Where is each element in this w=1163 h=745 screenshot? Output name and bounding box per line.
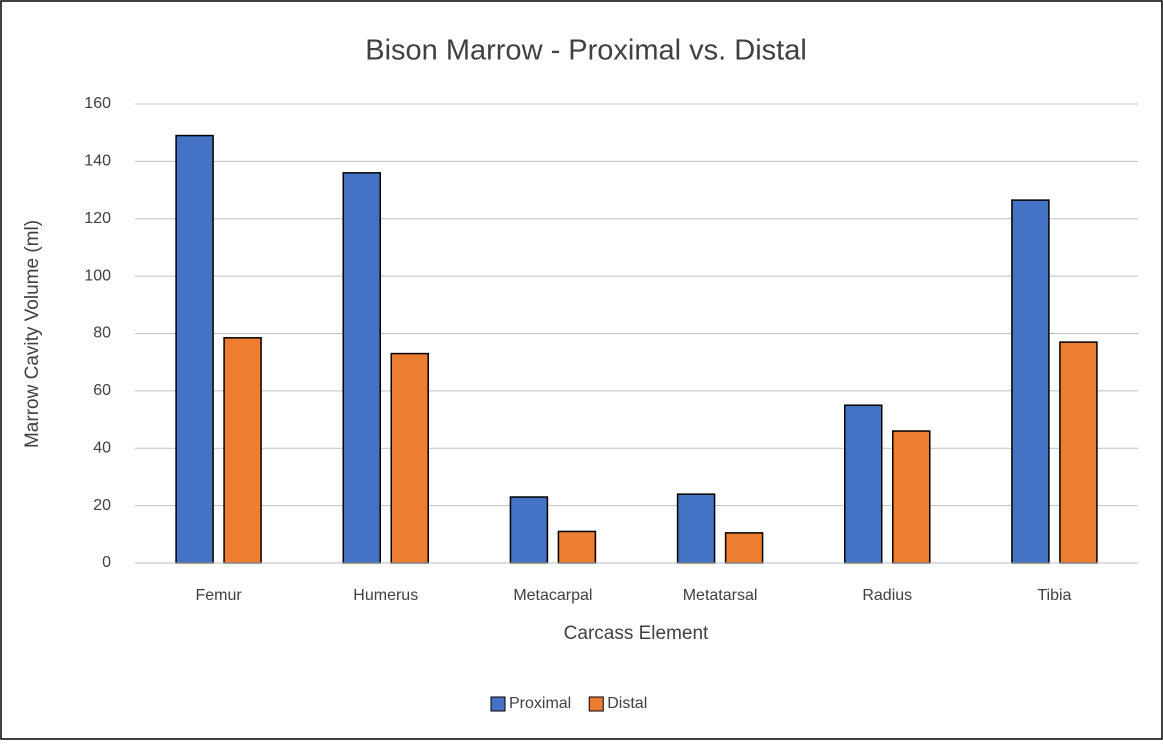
y-tick-label: 80	[93, 325, 111, 342]
x-tick-label: Tibia	[1037, 587, 1071, 604]
y-tick-label: 100	[84, 267, 111, 284]
bar	[557, 530, 597, 564]
bar	[1011, 199, 1050, 564]
y-tick-label: 140	[84, 153, 111, 170]
x-tick-label: Metatarsal	[683, 587, 758, 604]
y-tick-label: 40	[93, 439, 111, 456]
bar	[175, 134, 214, 564]
y-tick-label: 20	[93, 497, 111, 514]
legend-label: Distal	[607, 695, 647, 712]
bar	[390, 352, 429, 564]
bar	[892, 430, 931, 564]
y-tick-label: 160	[84, 95, 111, 112]
bar	[509, 496, 549, 564]
bar	[676, 493, 716, 564]
chart-title: Bison Marrow - Proximal vs. Distal	[365, 35, 807, 67]
y-tick-label: 0	[102, 554, 111, 571]
y-axis-title: Marrow Cavity Volume (ml)	[22, 220, 43, 448]
x-axis-title: Carcass Element	[564, 623, 709, 644]
y-tick-label: 60	[93, 382, 111, 399]
x-tick-label: Metacarpal	[513, 587, 592, 604]
legend-label: Proximal	[509, 695, 571, 712]
x-tick-label: Radius	[862, 587, 912, 604]
bar	[223, 337, 262, 564]
bar	[1059, 341, 1098, 564]
bar	[342, 172, 381, 564]
bar	[724, 532, 764, 564]
legend-swatch	[588, 696, 604, 712]
x-tick-label: Femur	[195, 587, 242, 604]
x-tick-label: Humerus	[353, 587, 418, 604]
legend-swatch	[490, 696, 506, 712]
y-tick-label: 120	[84, 210, 111, 227]
bar	[844, 404, 883, 564]
